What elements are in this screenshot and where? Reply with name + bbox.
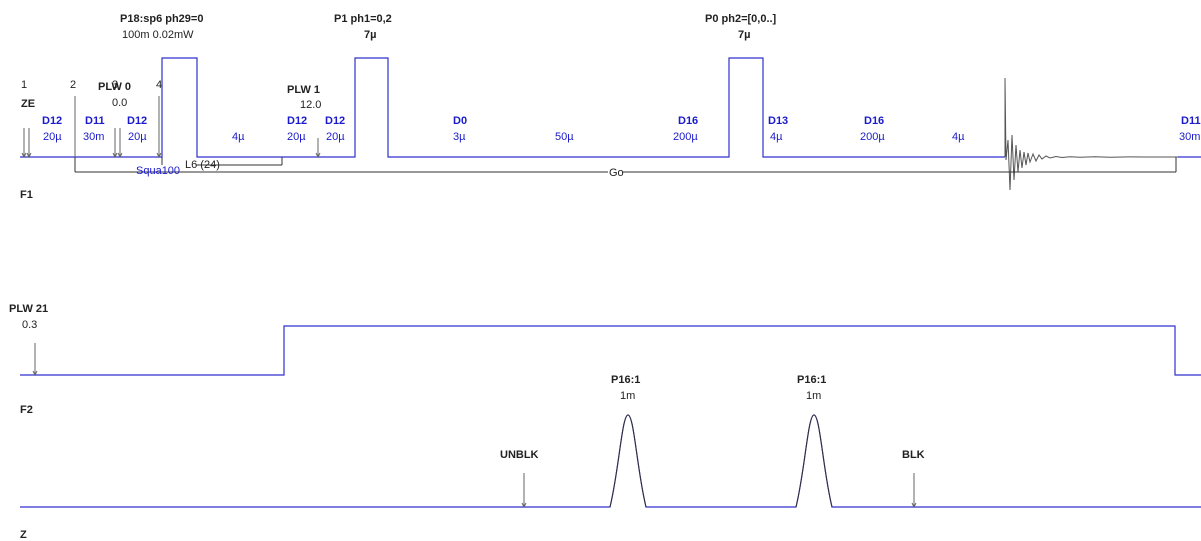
gradient-1-label: P16:1 bbox=[611, 374, 640, 386]
point-2: 2 bbox=[70, 79, 76, 91]
delay-5-value: 20µ bbox=[287, 131, 306, 143]
fid-signal bbox=[1004, 77, 1178, 191]
delay-10-value: 4µ bbox=[770, 131, 783, 143]
delay-6-name: D12 bbox=[325, 115, 345, 127]
point-4: 4 bbox=[156, 79, 162, 91]
gradient-1-shape bbox=[609, 414, 647, 508]
p0-label: P0 ph2=[0,0..] bbox=[705, 13, 777, 25]
point-1: 1 bbox=[21, 79, 27, 91]
loop-label: L6 (24) bbox=[185, 159, 220, 171]
channel-z-label: Z bbox=[20, 529, 27, 541]
delay-1-name: D12 bbox=[42, 115, 62, 127]
channel-f1-label: F1 bbox=[20, 189, 33, 201]
z-markers bbox=[521, 473, 917, 509]
unblk-label: UNBLK bbox=[500, 449, 539, 461]
plw0-value: 0.0 bbox=[112, 97, 127, 109]
delay-11-name: D16 bbox=[864, 115, 884, 127]
delay-1-value: 20µ bbox=[43, 131, 62, 143]
delay-11-value: 200µ bbox=[860, 131, 885, 143]
p1-label: P1 ph1=0,2 bbox=[334, 13, 392, 25]
plw1-value: 12.0 bbox=[300, 99, 321, 111]
f2-waveform bbox=[20, 325, 1201, 376]
delay-2-value: 30m bbox=[83, 131, 104, 143]
gradient-2-value: 1m bbox=[806, 390, 821, 402]
channel-f2-label: F2 bbox=[20, 404, 33, 416]
f2-channel: PLW 21 0.3 F2 bbox=[9, 303, 1201, 416]
delay-8-value: 50µ bbox=[555, 131, 574, 143]
delay-6-value: 20µ bbox=[326, 131, 345, 143]
p0-value: 7µ bbox=[738, 29, 750, 41]
delay-10-name: D13 bbox=[768, 115, 788, 127]
delay-7-value: 3µ bbox=[453, 131, 466, 143]
gradient-1-value: 1m bbox=[620, 390, 635, 402]
plw21-label: PLW 21 bbox=[9, 303, 48, 315]
plw1-label: PLW 1 bbox=[287, 84, 320, 96]
delay-3-name: D12 bbox=[127, 115, 147, 127]
delay-13-name: D11 bbox=[1181, 115, 1201, 127]
delay-3-value: 20µ bbox=[128, 131, 147, 143]
z-channel: P16:1 1m P16:1 1m UNBLK BLK Z bbox=[20, 374, 1201, 541]
p18-value: 100m 0.02mW bbox=[122, 29, 194, 41]
p18-label: P18:sp6 ph29=0 bbox=[120, 13, 203, 25]
ze-label: ZE bbox=[21, 98, 35, 110]
f1-loop-lines bbox=[74, 157, 1177, 173]
f1-channel: P18:sp6 ph29=0 100m 0.02mW P1 ph1=0,2 7µ… bbox=[20, 13, 1201, 201]
delay-4-value: 4µ bbox=[232, 131, 245, 143]
f1-markers bbox=[21, 96, 321, 159]
plw21-value: 0.3 bbox=[22, 319, 37, 331]
delay-13-value: 30m bbox=[1179, 131, 1200, 143]
z-waveform bbox=[20, 414, 1201, 508]
delay-2-name: D11 bbox=[85, 115, 105, 127]
blk-label: BLK bbox=[902, 449, 925, 461]
delay-7-name: D0 bbox=[453, 115, 467, 127]
f1-waveform bbox=[20, 57, 1005, 158]
go-label: Go bbox=[609, 167, 624, 179]
point-3: 3 bbox=[112, 79, 118, 91]
delay-9-value: 200µ bbox=[673, 131, 698, 143]
p1-value: 7µ bbox=[364, 29, 376, 41]
f2-marker bbox=[32, 343, 38, 377]
shape-label: Squa100 bbox=[136, 165, 180, 177]
delay-9-name: D16 bbox=[678, 115, 698, 127]
delay-12-value: 4µ bbox=[952, 131, 965, 143]
plw0-label: PLW 0 bbox=[98, 81, 131, 93]
delay-5-name: D12 bbox=[287, 115, 307, 127]
gradient-2-label: P16:1 bbox=[797, 374, 826, 386]
gradient-2-shape bbox=[795, 414, 833, 508]
